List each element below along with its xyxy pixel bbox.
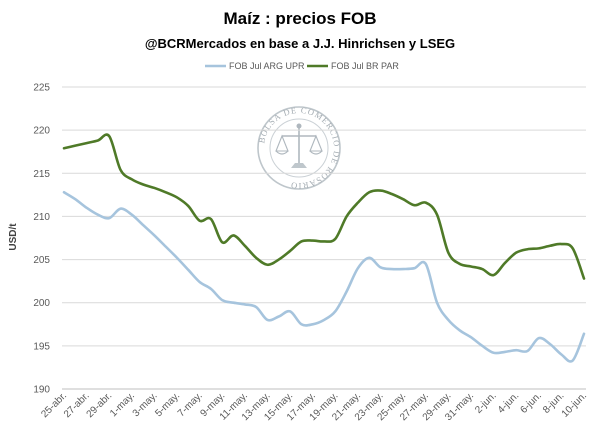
legend-label-arg: FOB Jul ARG UPR bbox=[229, 61, 305, 71]
series-line-arg-upr bbox=[62, 190, 586, 363]
legend-label-br: FOB Jul BR PAR bbox=[331, 61, 399, 71]
chart-subtitle: @BCRMercados en base a J.J. Hinrichsen y… bbox=[145, 36, 455, 51]
y-tick-label: 210 bbox=[33, 212, 50, 223]
series-line-br-par bbox=[62, 133, 586, 280]
y-axis-ticks: 190 195 200 205 210 215 220 225 bbox=[33, 83, 50, 396]
y-tick-label: 190 bbox=[33, 385, 50, 396]
series-lines bbox=[62, 133, 586, 363]
y-tick-label: 220 bbox=[33, 126, 50, 137]
y-tick-label: 225 bbox=[33, 83, 50, 94]
chart-title: Maíz : precios FOB bbox=[223, 9, 376, 28]
y-tick-label: 205 bbox=[33, 255, 50, 266]
y-tick-label: 195 bbox=[33, 341, 50, 352]
legend: FOB Jul ARG UPR FOB Jul BR PAR bbox=[205, 61, 399, 71]
y-axis-label: USD/t bbox=[8, 223, 19, 251]
y-tick-label: 215 bbox=[33, 169, 50, 180]
y-tick-label: 200 bbox=[33, 298, 50, 309]
gridlines bbox=[62, 86, 586, 347]
